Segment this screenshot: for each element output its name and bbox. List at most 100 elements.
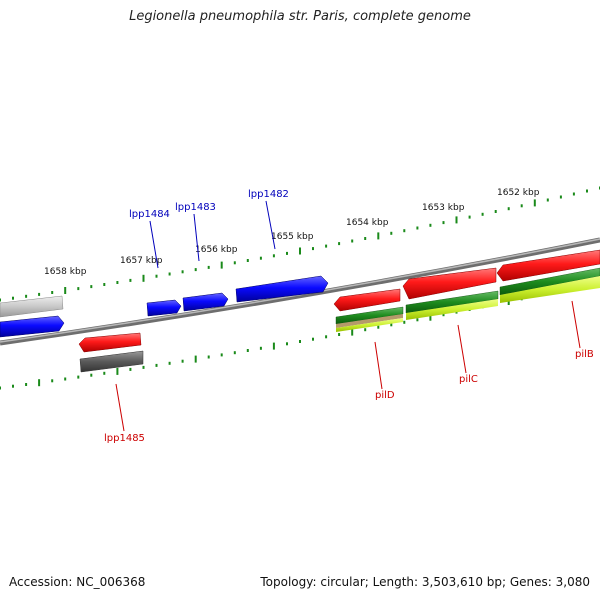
gene-pilC[interactable] <box>402 267 497 300</box>
upper-arc-minor-tick <box>103 283 106 286</box>
label-lpp1484[interactable]: lpp1484 <box>129 209 170 220</box>
reverse-strand-genes <box>78 249 600 373</box>
gene-lpp1483[interactable] <box>182 292 229 312</box>
feature-pilB-lime[interactable] <box>500 276 600 303</box>
upper-arc-minor-tick <box>390 231 393 235</box>
upper-arc-minor-tick <box>403 229 406 233</box>
gene-lpp1484[interactable] <box>146 299 182 317</box>
upper-arc-minor-tick <box>90 285 93 289</box>
label-pilC[interactable]: pilC <box>459 374 478 385</box>
lower-arc-minor-tick <box>51 379 54 383</box>
upper-arc-minor-tick <box>259 256 262 260</box>
label-lpp1482[interactable]: lpp1482 <box>248 189 289 200</box>
upper-arc-minor-tick <box>364 237 367 240</box>
lower-arc-minor-tick <box>338 333 341 336</box>
label-lpp1485[interactable]: lpp1485 <box>104 433 145 444</box>
lower-arc-minor-tick <box>0 386 1 390</box>
leader-pilD <box>374 341 383 390</box>
upper-arc-major-tick <box>220 261 223 269</box>
genome-backbone <box>0 237 600 346</box>
label-pilD[interactable]: pilD <box>375 390 395 401</box>
lower-arc-minor-tick <box>233 351 236 355</box>
label-pilB[interactable]: pilB <box>575 349 594 360</box>
tick-label-1656: 1656 kbp <box>195 245 238 255</box>
upper-arc-minor-tick <box>272 254 275 258</box>
upper-arc-minor-tick <box>429 223 432 227</box>
lower-arc-minor-tick <box>364 328 367 332</box>
lower-arc-major-tick <box>429 313 432 321</box>
feature-pilB-green[interactable] <box>499 267 600 296</box>
lower-arc-minor-tick <box>390 323 393 327</box>
feature-pilC-lime[interactable] <box>406 299 498 320</box>
kbp-tick-labels: 1652 kbp 1653 kbp 1654 kbp 1655 kbp 1656… <box>44 188 540 277</box>
upper-arc-major-tick <box>299 247 301 255</box>
lower-arc-minor-tick <box>25 383 28 386</box>
accession-label: Accession: NC_006368 <box>9 575 146 589</box>
feature-pilD-brown[interactable] <box>336 314 403 328</box>
lower-arc-minor-tick <box>181 359 184 363</box>
gene-light-gray-forward[interactable] <box>0 295 64 318</box>
lower-arc-minor-tick <box>142 365 145 369</box>
gene-pilD[interactable] <box>333 288 401 312</box>
gene-lpp1485-forward-blue[interactable] <box>0 315 65 338</box>
upper-arc-minor-tick <box>312 247 314 251</box>
lower-arc-minor-tick <box>207 355 210 359</box>
lower-arc-major-tick <box>116 367 119 375</box>
lower-arc-minor-tick <box>312 337 314 341</box>
map-title: Legionella pneumophila str. Paris, compl… <box>129 9 471 24</box>
upper-arc-minor-tick <box>520 204 523 208</box>
upper-arc-minor-tick <box>233 261 236 265</box>
lower-arc-minor-tick <box>168 361 171 365</box>
lower-arc-minor-tick <box>90 373 93 377</box>
upper-arc-minor-tick <box>77 287 80 291</box>
gene-lpp1485[interactable] <box>78 332 142 353</box>
lower-arc-major-tick <box>38 379 41 387</box>
upper-arc-major-tick <box>533 199 536 207</box>
lower-arc-minor-tick <box>377 325 380 329</box>
lower-arc-minor-tick <box>299 340 301 343</box>
gene-pilB[interactable] <box>496 249 600 282</box>
upper-arc-minor-tick <box>155 274 158 278</box>
upper-arc-minor-tick <box>351 239 354 243</box>
lower-arc-minor-tick <box>416 318 419 322</box>
upper-arc-minor-tick <box>286 251 288 255</box>
tick-label-1653: 1653 kbp <box>422 203 465 213</box>
label-leader-lines <box>115 200 581 432</box>
tick-label-1654: 1654 kbp <box>346 218 389 228</box>
lower-arc-minor-tick <box>129 367 132 371</box>
upper-arc-minor-tick <box>12 296 14 300</box>
lower-arc-minor-tick <box>403 320 406 324</box>
leader-lpp1482 <box>265 200 276 250</box>
upper-arc-minor-tick <box>442 221 445 225</box>
lower-arc-minor-tick <box>325 335 328 339</box>
upper-arc-minor-tick <box>586 189 588 193</box>
label-lpp1483[interactable]: lpp1483 <box>175 202 216 213</box>
lower-arc-minor-tick <box>246 349 249 352</box>
upper-arc-minor-tick <box>25 294 28 298</box>
gene-lpp1482[interactable] <box>235 275 329 303</box>
lower-arc-minor-tick <box>220 353 223 357</box>
lower-arc-minor-tick <box>64 377 67 381</box>
lower-arc-minor-tick <box>286 342 288 346</box>
lower-arc-major-tick <box>351 328 354 336</box>
upper-arc-minor-tick <box>207 265 210 269</box>
upper-arc-minor-tick <box>494 210 497 213</box>
tick-label-1657: 1657 kbp <box>120 256 163 266</box>
gene-lpp1485-dark[interactable] <box>79 350 144 373</box>
upper-arc-minor-tick <box>51 291 54 294</box>
upper-arc-major-tick <box>64 287 67 294</box>
lower-arc-minor-tick <box>77 375 80 379</box>
tick-label-1655: 1655 kbp <box>271 232 314 242</box>
upper-arc-minor-tick <box>168 272 171 276</box>
upper-arc-minor-tick <box>468 215 471 219</box>
upper-arc-minor-tick <box>38 292 41 296</box>
upper-arc-major-tick <box>377 232 380 240</box>
upper-arc-minor-tick <box>0 298 1 302</box>
lower-arc-major-tick <box>272 342 275 350</box>
upper-arc-minor-tick <box>416 226 419 230</box>
feature-pilD-lime[interactable] <box>336 318 403 332</box>
upper-arc-major-tick <box>455 216 458 224</box>
upper-arc-minor-tick <box>338 242 341 246</box>
